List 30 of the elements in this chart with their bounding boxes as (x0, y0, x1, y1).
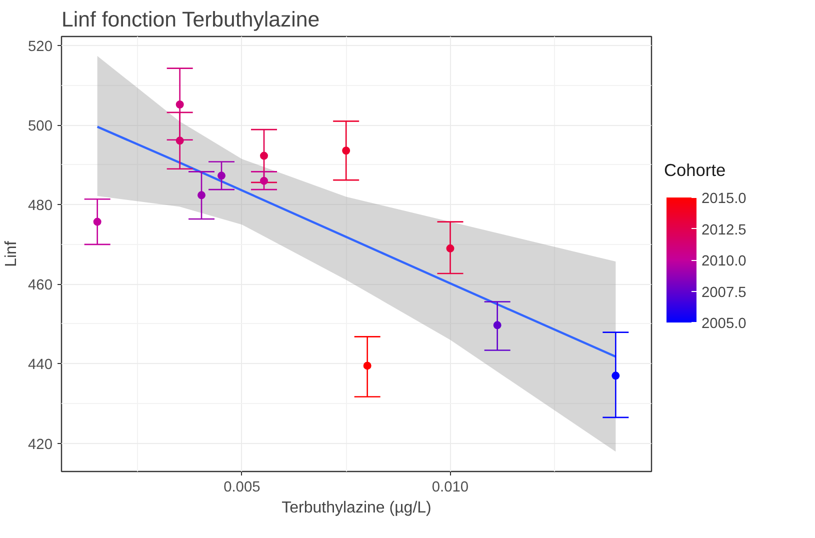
point (176, 100, 184, 108)
color-bar-label: 2012.5 (702, 222, 746, 238)
color-bar-title: Cohorte (664, 160, 726, 180)
y-tick-label: 460 (28, 278, 53, 294)
y-tick-label: 500 (28, 118, 53, 135)
y-tick-label: 420 (28, 436, 53, 453)
color-bar-label: 2015.0 (702, 191, 746, 207)
y-tick-label: 480 (28, 198, 53, 214)
point (612, 372, 620, 380)
y-tick-label: 440 (28, 357, 53, 374)
color-bar-label: 2010.0 (702, 254, 746, 270)
chart-title: Linf fonction Terbuthylazine (62, 8, 320, 32)
point (493, 321, 502, 330)
point (342, 146, 350, 155)
point (363, 362, 372, 370)
point (93, 218, 102, 226)
point (198, 191, 206, 200)
color-bar-label: 2005.0 (702, 316, 746, 332)
point (446, 244, 454, 252)
x-axis-title: Terbuthylazine (µg/L) (282, 500, 432, 516)
x-tick-label: 0.005 (224, 480, 260, 496)
x-tick-label: 0.010 (432, 480, 469, 496)
y-tick-label: 520 (28, 39, 53, 56)
point (218, 172, 226, 180)
point (176, 136, 184, 145)
point (260, 176, 268, 185)
point (260, 152, 268, 160)
line-series (96, 126, 617, 358)
y-axis-title: Linf (3, 240, 20, 267)
color-bar-label: 2007.5 (702, 284, 746, 301)
